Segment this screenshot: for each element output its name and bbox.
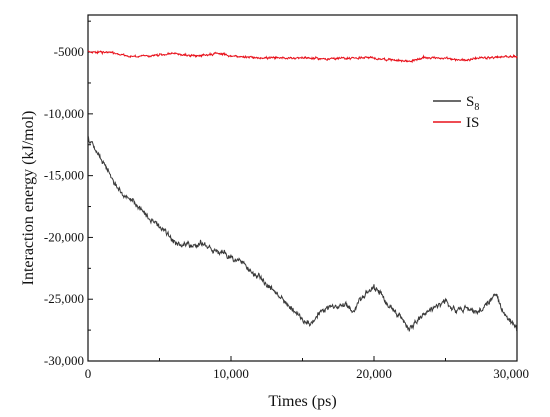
y-tick-label: -20,000 [44,229,84,244]
x-tick-label: 10,000 [213,366,249,381]
y-tick-label: -15,000 [44,168,84,183]
legend-label-is: IS [466,115,479,131]
y-tick-label: -25,000 [44,291,84,306]
x-tick-label: 0 [85,366,92,381]
x-tick-label: 20,000 [356,366,392,381]
y-tick-label: -10,000 [44,106,84,121]
series-line-s8 [87,136,518,332]
legend-label-s8: S8 [466,94,479,113]
y-axis-title: Interaction energy (kJ/mol) [20,111,37,286]
y-tick-label: -5000 [54,44,84,59]
ticks: 0 10,000 20,000 30,000 -30,000 -25,000 -20,000… [44,20,529,381]
series-line-is [87,49,518,64]
series-lines [87,49,518,332]
x-axis-title: Times (ps) [268,393,336,410]
legend: S8 IS [433,94,479,131]
y-tick-label: -30,000 [44,353,84,368]
x-tick-label: 30,000 [493,366,529,381]
